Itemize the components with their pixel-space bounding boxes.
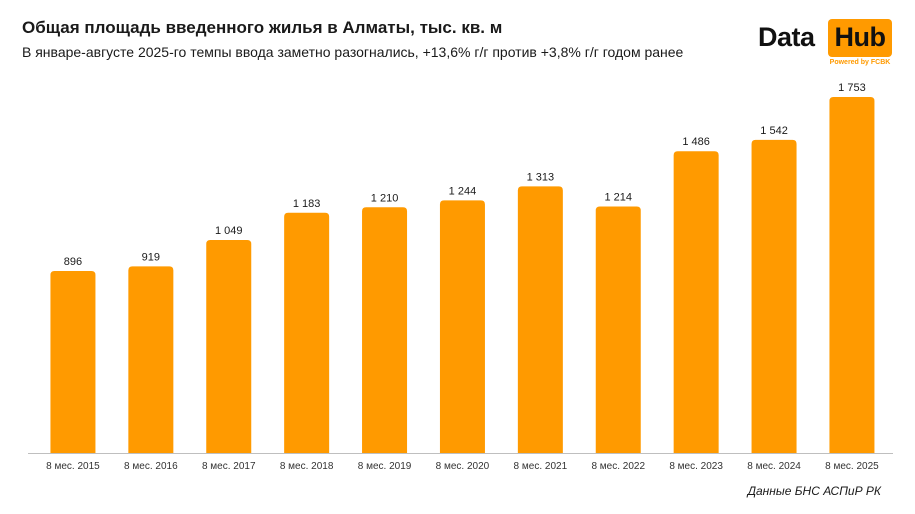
bar-9 — [751, 139, 797, 453]
logo-word-data: Data — [758, 22, 815, 52]
bar-6 — [517, 186, 563, 453]
value-label-9: 1 542 — [760, 125, 788, 137]
bar-10 — [829, 97, 875, 453]
bar-4 — [362, 207, 408, 453]
value-label-4: 1 210 — [371, 192, 399, 204]
source-note: Данные БНС АСПиР РК — [747, 484, 881, 498]
value-label-0: 896 — [64, 256, 82, 268]
category-label-8: 8 мес. 2023 — [669, 461, 723, 472]
category-label-2: 8 мес. 2017 — [202, 461, 256, 472]
value-label-5: 1 244 — [449, 185, 477, 197]
bar-3 — [284, 212, 330, 453]
category-label-4: 8 мес. 2019 — [358, 461, 412, 472]
category-label-5: 8 мес. 2020 — [436, 461, 490, 472]
category-label-1: 8 мес. 2016 — [124, 461, 178, 472]
logo-word-hub: Hub — [834, 22, 886, 52]
logo-hub-box: Hub — [828, 19, 892, 57]
value-label-2: 1 049 — [215, 225, 243, 237]
bar-1 — [128, 266, 174, 453]
bar-7 — [595, 206, 641, 453]
bar-8 — [673, 151, 719, 453]
category-label-10: 8 мес. 2025 — [825, 461, 879, 472]
value-label-8: 1 486 — [682, 136, 710, 148]
category-label-9: 8 мес. 2024 — [747, 461, 801, 472]
bar-2 — [206, 239, 252, 453]
category-label-0: 8 мес. 2015 — [46, 461, 100, 472]
value-label-1: 919 — [142, 251, 160, 263]
category-label-6: 8 мес. 2021 — [514, 461, 568, 472]
chart-subtitle: В январе-августе 2025-го темпы ввода зам… — [22, 44, 684, 60]
logo-tagline: Powered by FCBK — [829, 59, 891, 66]
bar-5 — [439, 200, 485, 453]
value-label-6: 1 313 — [527, 171, 555, 183]
value-label-7: 1 214 — [604, 191, 632, 203]
chart-title: Общая площадь введенного жилья в Алматы,… — [22, 18, 503, 37]
bar-0 — [50, 271, 96, 453]
category-label-7: 8 мес. 2022 — [591, 461, 645, 472]
datahub-logo: Data Hub Powered by FCBK — [758, 18, 898, 70]
category-label-3: 8 мес. 2018 — [280, 461, 334, 472]
value-label-10: 1 753 — [838, 82, 866, 94]
value-label-3: 1 183 — [293, 198, 321, 210]
